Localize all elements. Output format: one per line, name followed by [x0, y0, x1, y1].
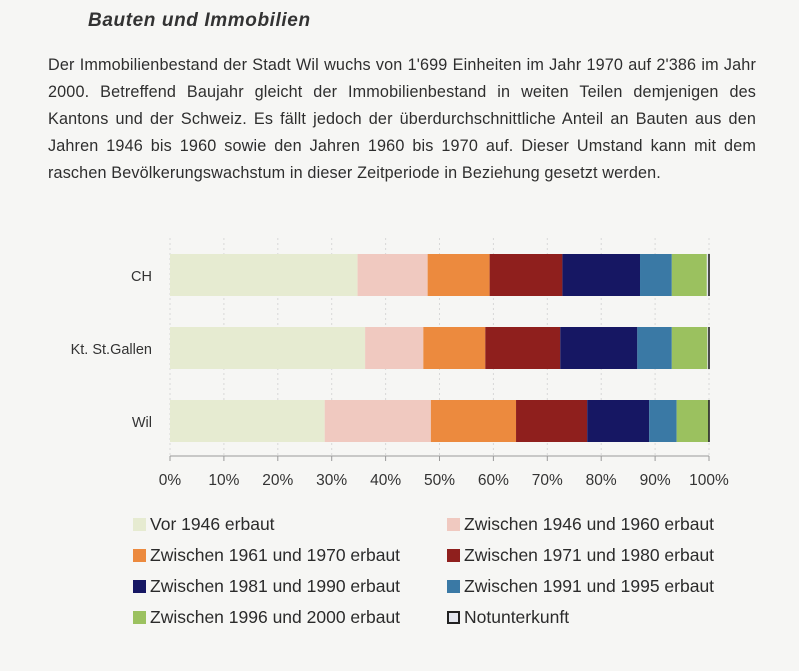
x-tick-label: 70% — [532, 472, 563, 489]
legend-swatch — [447, 549, 460, 562]
bar-segment — [587, 400, 650, 442]
category-label: CH — [131, 269, 152, 285]
bar-segment — [676, 400, 709, 442]
legend-label: Zwischen 1981 und 1990 erbaut — [150, 576, 401, 596]
bar-segment — [427, 254, 490, 296]
x-tick-label: 20% — [262, 472, 293, 489]
bar-segment — [706, 254, 709, 296]
legend-label: Notunterkunft — [464, 607, 570, 627]
legend-item: Zwischen 1961 und 1970 erbaut — [133, 545, 400, 566]
x-tick-label: 30% — [316, 472, 347, 489]
bar-segment — [357, 254, 428, 296]
bar-segment — [637, 327, 672, 369]
legend-item: Zwischen 1991 und 1995 erbaut — [447, 576, 714, 597]
x-tick-label: 50% — [424, 472, 455, 489]
legend-item: Zwischen 1996 und 2000 erbaut — [133, 607, 400, 628]
bar-segment — [671, 254, 707, 296]
intro-paragraph: Der Immobilienbestand der Stadt Wil wuch… — [48, 56, 756, 182]
section-heading: Bauten und Immobilien — [88, 10, 311, 31]
legend-item: Vor 1946 erbaut — [133, 514, 275, 535]
x-tick-label: 100% — [689, 472, 729, 489]
legend-item: Zwischen 1946 und 1960 erbaut — [447, 514, 714, 535]
legend-item: Notunterkunft — [447, 607, 569, 628]
legend-label: Zwischen 1991 und 1995 erbaut — [464, 576, 715, 596]
legend-swatch — [447, 518, 460, 531]
legend-swatch — [133, 549, 146, 562]
bar-segment — [430, 400, 517, 442]
category-label: Kt. St.Gallen — [71, 342, 152, 358]
bar-segment — [562, 254, 641, 296]
bar-segment — [423, 327, 486, 369]
legend-swatch — [133, 518, 146, 531]
bar-segment — [170, 400, 325, 442]
legend-label: Zwischen 1946 und 1960 erbaut — [464, 514, 715, 534]
bar-segment — [560, 327, 638, 369]
legend-label: Zwischen 1996 und 2000 erbaut — [150, 607, 401, 627]
legend-swatch — [447, 611, 460, 624]
bar-segment — [170, 327, 366, 369]
x-tick-label: 0% — [159, 472, 182, 489]
category-label: Wil — [132, 415, 152, 431]
bar-segment — [640, 254, 672, 296]
bar-segment — [671, 327, 708, 369]
legend-swatch — [447, 580, 460, 593]
legend-swatch — [133, 611, 146, 624]
legend-label: Zwischen 1971 und 1980 erbaut — [464, 545, 715, 565]
bar-segment — [489, 254, 563, 296]
x-tick-label: 10% — [208, 472, 239, 489]
bar-segment — [516, 400, 588, 442]
x-tick-label: 60% — [478, 472, 509, 489]
legend-label: Zwischen 1961 und 1970 erbaut — [150, 545, 401, 565]
bar-segment — [170, 254, 358, 296]
legend-item: Zwischen 1971 und 1980 erbaut — [447, 545, 714, 566]
x-tick-label: 40% — [370, 472, 401, 489]
bar-segment — [707, 327, 709, 369]
legend-item: Zwischen 1981 und 1990 erbaut — [133, 576, 400, 597]
bar-segment — [324, 400, 431, 442]
legend-swatch — [133, 580, 146, 593]
legend-label: Vor 1946 erbaut — [150, 514, 275, 534]
bar-segment — [485, 327, 561, 369]
x-tick-label: 80% — [586, 472, 617, 489]
bar-segment — [649, 400, 677, 442]
bar-segment — [365, 327, 424, 369]
x-tick-label: 90% — [640, 472, 671, 489]
